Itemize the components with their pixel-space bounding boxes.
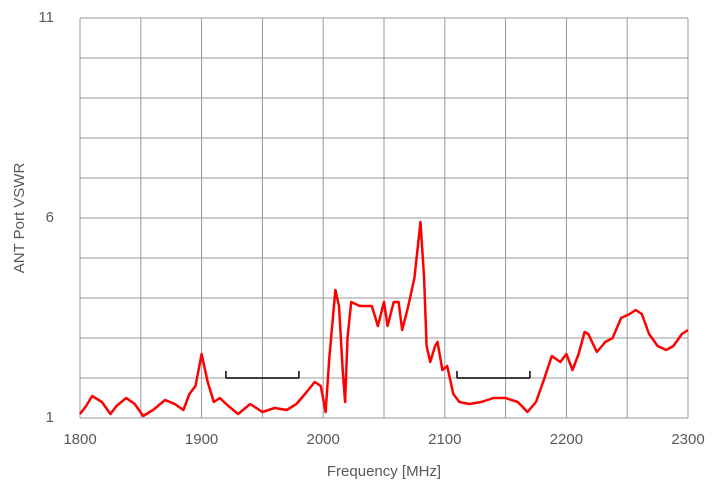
x-tick-label: 2300 — [671, 431, 704, 448]
y-tick-label: 1 — [46, 409, 54, 426]
x-tick-label: 2100 — [428, 431, 461, 448]
data-line — [79, 220, 689, 418]
x-tick-label: 1900 — [185, 431, 218, 448]
x-axis-title: Frequency [MHz] — [327, 463, 441, 480]
y-tick-label: 11 — [38, 9, 54, 26]
y-axis-title: ANT Port VSWR — [11, 163, 28, 274]
x-tick-label: 2200 — [550, 431, 583, 448]
x-tick-label: 2000 — [307, 431, 340, 448]
x-tick-label: 1800 — [63, 431, 96, 448]
y-tick-label: 6 — [46, 209, 54, 226]
